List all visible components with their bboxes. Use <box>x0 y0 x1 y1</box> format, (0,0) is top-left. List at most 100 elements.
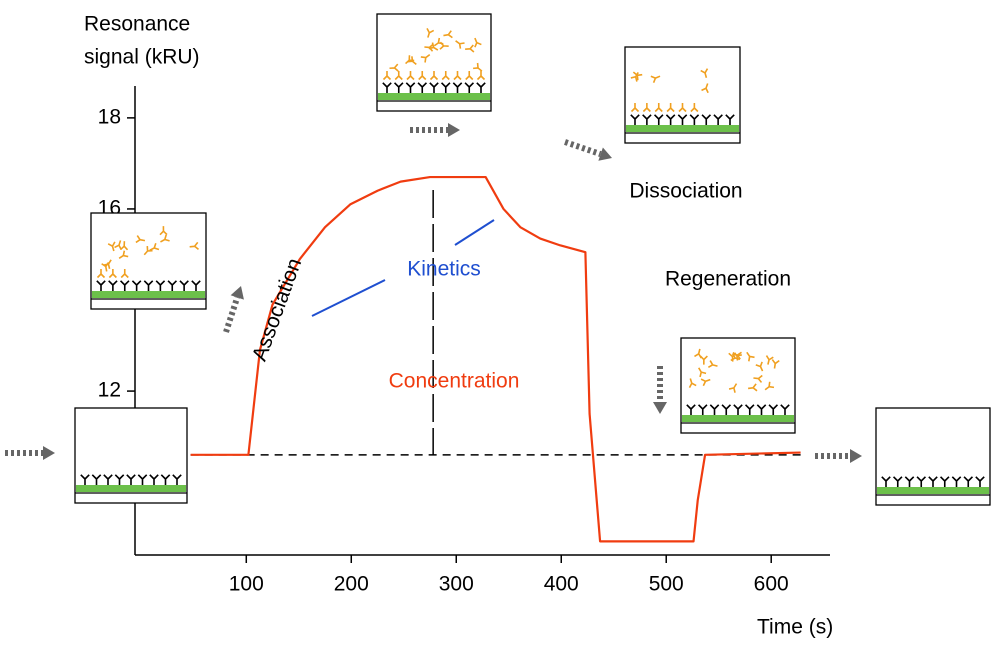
process-arrow <box>5 446 55 460</box>
antibody <box>768 404 779 415</box>
x-tick-label: 600 <box>754 573 789 596</box>
arrow-head <box>448 123 460 137</box>
x-tick-label: 100 <box>229 573 264 596</box>
antibody <box>108 280 118 291</box>
antibody <box>709 404 720 415</box>
sensor-surface <box>682 415 794 422</box>
antibody <box>389 63 399 72</box>
antibody <box>160 474 171 485</box>
antibody <box>131 280 142 291</box>
antibody <box>155 280 166 291</box>
antibody <box>733 404 743 415</box>
antibody <box>443 30 453 39</box>
process-arrow <box>815 449 862 463</box>
antibody <box>780 404 790 415</box>
antibody <box>642 103 651 113</box>
annotation: Concentration <box>389 370 520 393</box>
antibody <box>690 103 699 113</box>
arrow-head <box>598 147 612 161</box>
sensor-surface <box>92 291 205 298</box>
antibody <box>91 474 102 485</box>
arrow-head <box>230 286 244 300</box>
y-tick-label: 18 <box>98 105 121 128</box>
antibody <box>407 56 417 65</box>
arrow-shaft <box>223 296 241 333</box>
antibody <box>382 71 392 81</box>
y-label-1: Resonance <box>84 13 190 36</box>
annotation: Association <box>248 255 306 364</box>
antibody <box>728 383 738 393</box>
x-tick-label: 500 <box>649 573 684 596</box>
antibody <box>119 280 130 291</box>
antibody <box>149 243 160 251</box>
antibody <box>143 246 153 256</box>
antibody <box>453 71 462 81</box>
antibody <box>429 82 439 93</box>
antibody <box>417 82 428 93</box>
antibody <box>167 280 178 291</box>
antibody <box>771 359 780 369</box>
antibody <box>721 404 732 415</box>
antibody <box>765 355 774 365</box>
antibody <box>689 114 700 125</box>
antibody <box>452 82 463 93</box>
antibody <box>713 114 723 125</box>
antibody <box>439 41 449 50</box>
antibody <box>120 269 129 279</box>
antibody <box>474 37 482 48</box>
antibody <box>179 280 189 291</box>
antibody <box>688 378 697 389</box>
sensor-surface <box>626 125 739 132</box>
antibody <box>698 367 707 378</box>
antibody <box>732 351 742 361</box>
antibody <box>642 114 652 125</box>
antibody <box>904 476 915 487</box>
annotation: Regeneration <box>665 268 791 291</box>
antibody <box>420 53 431 63</box>
antibody <box>96 269 106 279</box>
antibody <box>101 261 110 272</box>
antibody <box>928 476 938 487</box>
antibody <box>951 476 962 487</box>
antibody <box>753 374 763 383</box>
antibody <box>677 114 688 125</box>
antibody <box>744 404 755 415</box>
antibody <box>149 474 159 485</box>
antibody <box>476 82 486 93</box>
arrow-head <box>43 446 55 460</box>
x-tick-label: 300 <box>439 573 474 596</box>
antibody <box>114 474 125 485</box>
antibody <box>418 71 427 81</box>
antibody <box>137 474 148 485</box>
antibody <box>755 361 764 372</box>
antibody <box>143 280 154 291</box>
sensor-inset <box>875 407 991 506</box>
antibody <box>654 103 663 113</box>
antibody <box>172 474 182 485</box>
arrow-shaft <box>564 139 602 157</box>
antibody <box>701 114 712 125</box>
antibody <box>764 381 775 391</box>
antibody <box>748 383 758 392</box>
antibody <box>465 71 474 81</box>
antibody <box>963 476 974 487</box>
sensor-inset <box>624 46 741 144</box>
arrow-head <box>850 449 862 463</box>
antibody <box>756 404 767 415</box>
antibody <box>746 351 755 362</box>
antibody <box>382 82 392 93</box>
antibody <box>159 226 168 236</box>
process-arrow <box>653 366 667 414</box>
antibody <box>725 114 735 125</box>
antibody <box>135 235 146 244</box>
antibody <box>473 62 483 72</box>
antibody <box>160 234 170 243</box>
antibody <box>686 404 696 415</box>
antibody <box>406 71 415 81</box>
y-label-2: signal (kRU) <box>84 46 200 69</box>
antibody <box>426 28 435 38</box>
antibody <box>103 474 113 485</box>
antibody <box>191 280 201 291</box>
antibody <box>630 72 639 82</box>
antibody <box>107 241 116 252</box>
